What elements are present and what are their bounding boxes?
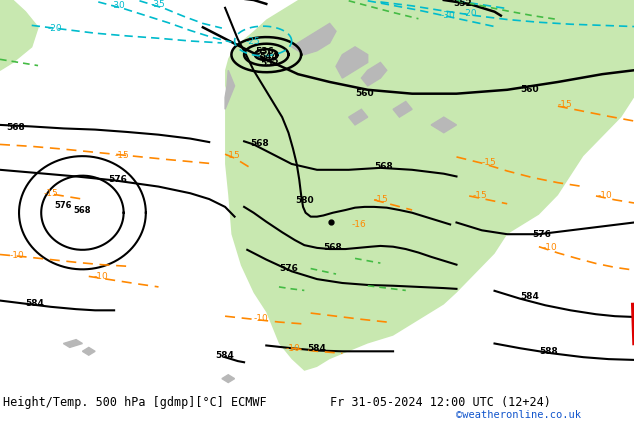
Text: Fr 31-05-2024 12:00 UTC (12+24): Fr 31-05-2024 12:00 UTC (12+24) <box>330 396 550 409</box>
Text: 544: 544 <box>259 52 278 61</box>
Text: 568: 568 <box>6 123 25 132</box>
Text: -15: -15 <box>558 100 573 109</box>
Polygon shape <box>292 23 336 54</box>
Polygon shape <box>222 375 235 383</box>
Text: 576: 576 <box>108 175 127 184</box>
Text: 568: 568 <box>250 139 269 149</box>
Text: -20: -20 <box>463 9 477 19</box>
Text: 576: 576 <box>533 230 552 239</box>
Polygon shape <box>336 47 368 78</box>
Text: -15: -15 <box>482 158 496 167</box>
Text: 560: 560 <box>355 89 373 97</box>
Text: ©weatheronline.co.uk: ©weatheronline.co.uk <box>456 410 581 420</box>
Text: 560: 560 <box>520 85 538 94</box>
Text: 552: 552 <box>260 60 279 68</box>
Polygon shape <box>431 117 456 133</box>
Text: -30: -30 <box>111 1 126 10</box>
Polygon shape <box>349 109 368 125</box>
Text: -15: -15 <box>114 151 129 160</box>
Polygon shape <box>82 347 95 355</box>
Polygon shape <box>0 0 38 70</box>
Text: -15: -15 <box>225 151 240 160</box>
Text: -10: -10 <box>597 191 612 200</box>
Text: -15: -15 <box>472 190 487 200</box>
Text: 568: 568 <box>374 162 393 171</box>
Polygon shape <box>225 70 235 109</box>
Text: 588: 588 <box>539 346 558 356</box>
Text: 552: 552 <box>453 0 472 8</box>
Text: 580: 580 <box>295 196 313 205</box>
Text: 536: 536 <box>256 47 275 56</box>
Text: -10: -10 <box>10 252 24 260</box>
Text: -10: -10 <box>254 314 268 323</box>
Text: -10: -10 <box>285 344 300 352</box>
Text: -16: -16 <box>352 220 366 229</box>
Text: 568: 568 <box>73 206 91 215</box>
Text: -10: -10 <box>542 243 557 252</box>
Text: -35: -35 <box>151 0 165 8</box>
Text: 584: 584 <box>307 344 327 353</box>
Text: -25: -25 <box>245 37 260 46</box>
Text: 568: 568 <box>323 243 342 252</box>
Text: 576: 576 <box>279 264 298 273</box>
Text: -15: -15 <box>43 189 58 198</box>
Text: 576: 576 <box>54 201 72 211</box>
Text: 584: 584 <box>520 292 539 301</box>
Text: -30: -30 <box>441 11 455 20</box>
Text: -20: -20 <box>48 24 62 33</box>
Polygon shape <box>361 62 387 86</box>
Polygon shape <box>393 101 412 117</box>
Text: -15: -15 <box>374 195 389 204</box>
Text: -10: -10 <box>94 272 108 281</box>
Polygon shape <box>63 340 82 347</box>
Text: Height/Temp. 500 hPa [gdmp][°C] ECMWF: Height/Temp. 500 hPa [gdmp][°C] ECMWF <box>3 396 267 409</box>
Text: 584: 584 <box>25 300 44 308</box>
Text: 584: 584 <box>216 352 235 360</box>
